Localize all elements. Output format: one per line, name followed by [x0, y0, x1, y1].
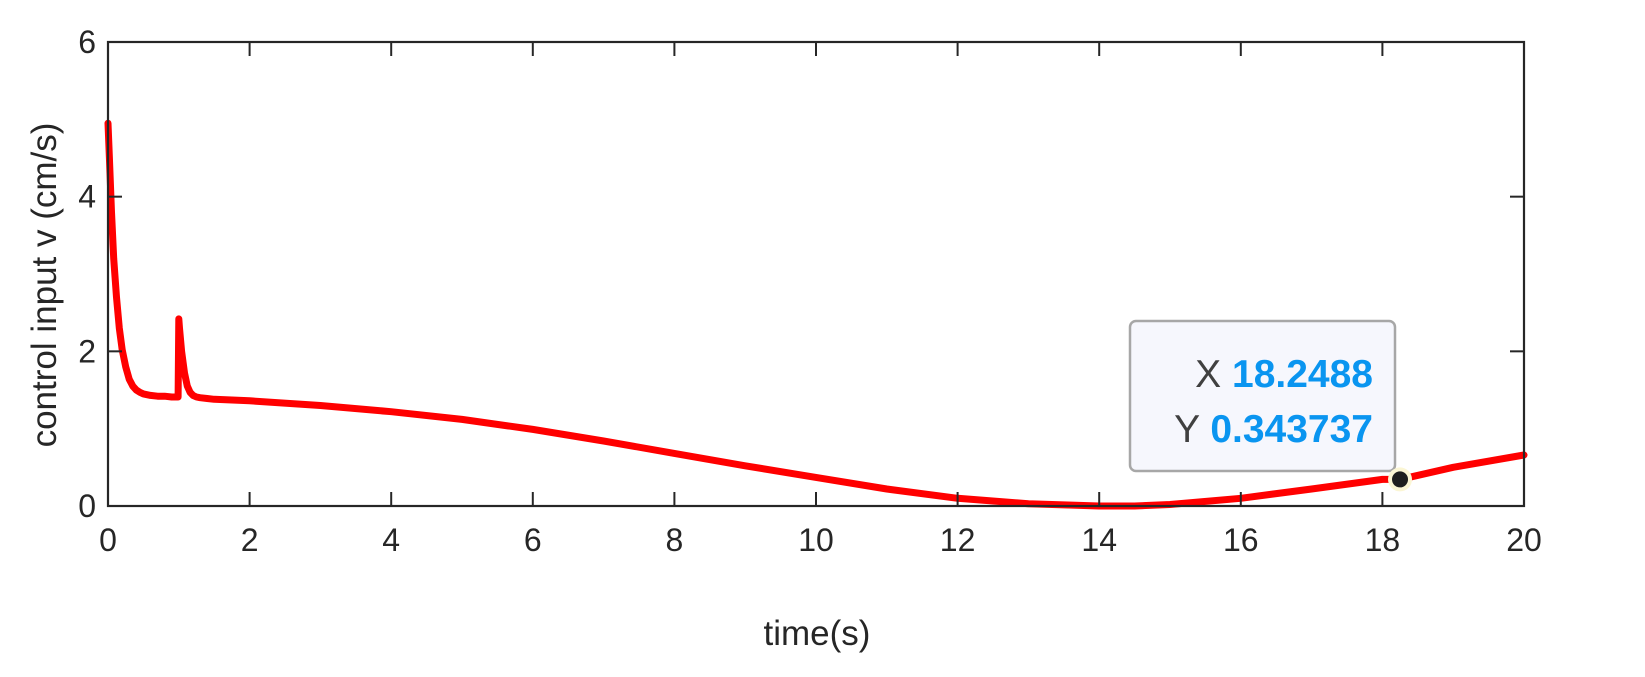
x-tick-label: 20 — [1506, 522, 1542, 558]
datatip-x-row: X 18.2488 — [1195, 353, 1373, 396]
datatip-y-row: Y 0.343737 — [1174, 408, 1373, 451]
datatip-box[interactable] — [1128, 319, 1397, 473]
x-tick-label: 10 — [798, 522, 834, 558]
datatip-y-key: Y — [1174, 408, 1210, 451]
y-tick-label: 0 — [78, 488, 96, 524]
x-tick-label: 12 — [940, 522, 976, 558]
y-tick-label: 2 — [78, 333, 96, 369]
y-axis-label: control input v (cm/s) — [25, 123, 64, 448]
x-tick-label: 18 — [1365, 522, 1401, 558]
datatip-x-key: X — [1195, 353, 1232, 396]
x-tick-label: 2 — [241, 522, 259, 558]
y-tick-label: 4 — [78, 179, 96, 215]
x-tick-label: 8 — [666, 522, 684, 558]
datatip-marker[interactable] — [1392, 471, 1409, 488]
datatip-y-value: 0.343737 — [1210, 408, 1373, 451]
y-tick-label: 6 — [78, 24, 96, 60]
axes: 0 2 4 6 8 10 12 14 16 18 20 0 2 4 6 — [78, 24, 1542, 558]
x-tick-label: 6 — [524, 522, 542, 558]
x-tick-label: 14 — [1081, 522, 1117, 558]
x-axis-label: time(s) — [764, 614, 871, 653]
datatip[interactable]: X 18.2488 Y 0.343737 — [1128, 319, 1413, 492]
x-tick-label: 0 — [99, 522, 117, 558]
x-tick-label: 16 — [1223, 522, 1259, 558]
datatip-x-value: 18.2488 — [1232, 353, 1373, 396]
x-tick-label: 4 — [382, 522, 400, 558]
